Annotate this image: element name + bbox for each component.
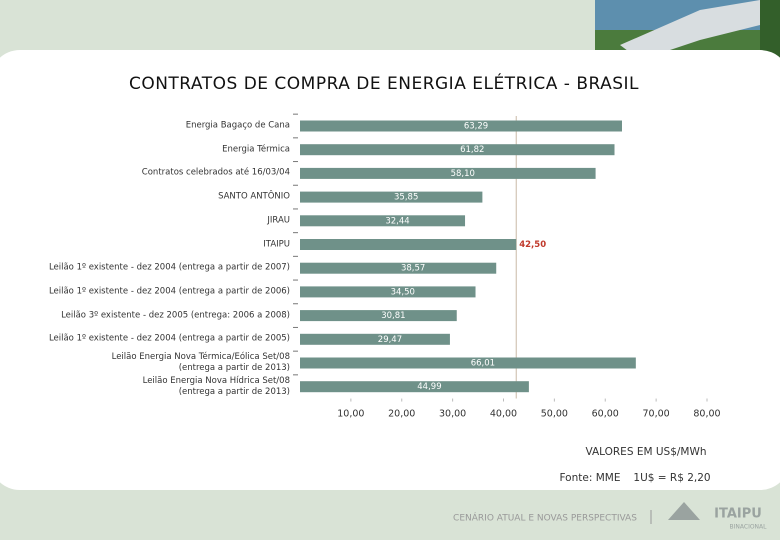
- unit-note: VALORES EM US$/MWh: [585, 446, 706, 458]
- photo: [595, 0, 780, 62]
- bar: [300, 333, 450, 345]
- value-label: 34,50: [391, 287, 415, 297]
- exchange-rate: 1U$ = R$ 2,20: [633, 472, 710, 484]
- x-tick-label: 60,00: [592, 409, 619, 420]
- value-label: 63,29: [464, 122, 488, 132]
- category-label: ITAIPU: [263, 239, 290, 249]
- value-label: 29,47: [378, 335, 402, 345]
- bar: [300, 120, 622, 132]
- category-label: Energia Térmica: [222, 144, 290, 155]
- category-label: Energia Bagaço de Cana: [185, 120, 290, 131]
- x-tick-label: 40,00: [490, 409, 517, 420]
- x-tick-label: 80,00: [693, 409, 720, 420]
- category-label: Leilão Energia Nova Hídrica Set/08 (entr…: [142, 375, 290, 397]
- x-tick-label: 50,00: [541, 409, 568, 420]
- category-label: Leilão Energia Nova Térmica/Eólica Set/0…: [111, 352, 290, 373]
- x-tick-label: 20,00: [388, 409, 415, 420]
- logo-icon: [668, 502, 700, 520]
- bar: [300, 215, 466, 227]
- value-label: 35,85: [394, 193, 418, 203]
- value-label: 58,10: [451, 169, 475, 179]
- value-label: 42,50: [519, 240, 546, 250]
- source: Fonte: MME: [560, 472, 621, 484]
- category-label: JIRAU: [267, 215, 290, 226]
- bar: [300, 310, 457, 322]
- logo-sub: BINACIONAL: [730, 524, 768, 531]
- value-label: 66,01: [471, 359, 495, 369]
- category-label: Leilão 1º existente - dez 2004 (entrega …: [48, 262, 290, 273]
- value-label: 61,82: [460, 145, 484, 155]
- bar: [300, 286, 476, 298]
- chart-title: CONTRATOS DE COMPRA DE ENERGIA ELÉTRICA …: [129, 72, 639, 94]
- category-label: Contratos celebrados até 16/03/04: [141, 167, 290, 178]
- x-tick-label: 30,00: [439, 409, 466, 420]
- x-tick-label: 10,00: [337, 409, 364, 420]
- category-label: Leilão 1º existente - dez 2004 (entrega …: [48, 333, 290, 344]
- bar: [300, 357, 636, 369]
- x-tick-label: 70,00: [643, 409, 670, 420]
- bar: [300, 262, 497, 274]
- value-label: 30,81: [381, 311, 405, 321]
- value-label: 38,57: [401, 264, 425, 274]
- bar: [300, 191, 483, 203]
- logo: ITAIPU: [714, 507, 762, 522]
- footer: CENÁRIO ATUAL E NOVAS PERSPECTIVAS: [453, 512, 637, 524]
- bar: [300, 144, 615, 156]
- bar: [300, 167, 596, 179]
- category-label: Leilão 1º existente - dez 2004 (entrega …: [48, 286, 290, 297]
- category-label: Leilão 3º existente - dez 2005 (entrega:…: [61, 310, 290, 321]
- value-label: 32,44: [385, 216, 409, 226]
- bar: [300, 239, 517, 250]
- category-label: SANTO ANTÔNIO: [218, 191, 290, 202]
- bar: [300, 381, 529, 393]
- value-label: 44,99: [417, 382, 441, 392]
